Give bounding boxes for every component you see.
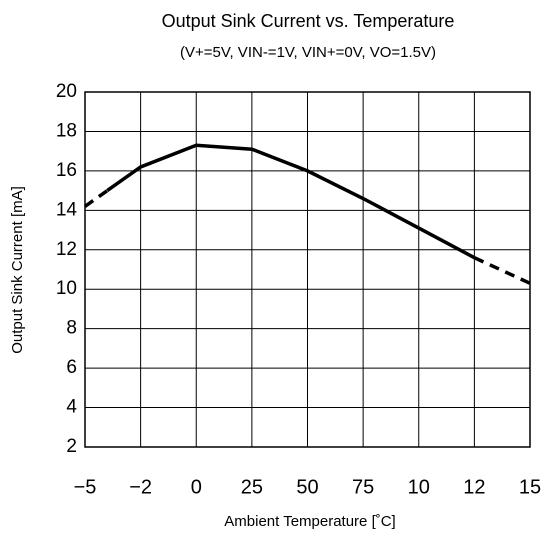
chart-title: Output Sink Current vs. Temperature: [162, 11, 455, 31]
plot-frame: [84, 91, 531, 448]
x-tick-label: 50: [296, 476, 318, 498]
x-tick-label: 15: [519, 476, 541, 498]
y-tick-label: 6: [66, 357, 77, 378]
y-tick-label: 14: [56, 199, 78, 220]
x-axis-label: Ambient Temperature [˚C]: [224, 513, 395, 530]
y-axis-label: Output Sink Current [mA]: [9, 186, 26, 354]
data-line: [106, 143, 476, 260]
y-tick-label: 4: [66, 397, 77, 418]
y-tick-label: 2: [66, 436, 77, 457]
x-tick-label: 25: [241, 476, 263, 498]
x-tick-label: 12: [463, 476, 485, 498]
y-tick-label: 10: [56, 278, 77, 299]
y-tick-label: 20: [56, 81, 77, 102]
chart-subtitle: (V+=5V, VIN-=1V, VIN+=0V, VO=1.5V): [180, 44, 436, 61]
y-tick-label: 8: [66, 318, 77, 339]
y-tick-label: 16: [56, 160, 77, 181]
x-tick-label: 10: [408, 476, 430, 498]
x-tick-label: 0: [191, 476, 202, 498]
data-line: [83, 189, 531, 285]
x-tick-label: −2: [129, 476, 152, 498]
y-tick-label: 18: [56, 120, 77, 141]
y-tick-label: 12: [56, 239, 77, 260]
x-tick-label: −5: [74, 476, 97, 498]
x-tick-label: 75: [352, 476, 374, 498]
